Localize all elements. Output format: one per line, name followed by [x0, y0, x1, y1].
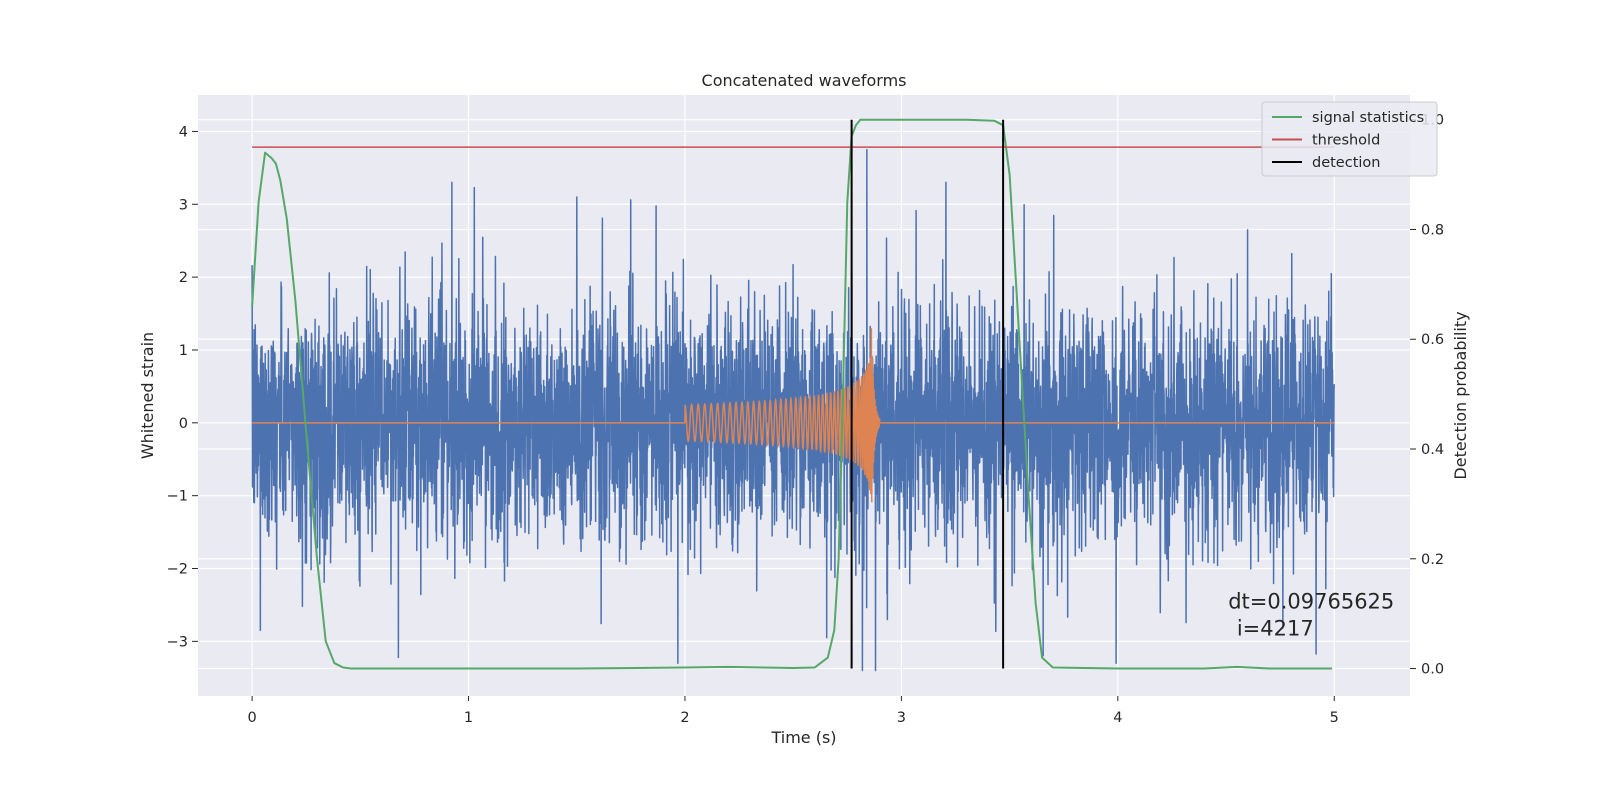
x-tick-label: 4	[1113, 710, 1122, 726]
legend-label: threshold	[1312, 133, 1380, 149]
y-tick-label-left: 4	[179, 124, 188, 140]
y-axis-label-right: Detection probability	[1451, 311, 1470, 479]
annotation-dt: dt=0.09765625	[1228, 590, 1394, 614]
legend: signal statistics threshold detection	[1261, 101, 1438, 177]
y-tick-label-left: −1	[167, 489, 188, 505]
x-tick-label: 3	[897, 710, 906, 726]
legend-label: detection	[1312, 155, 1380, 171]
x-tick-label: 2	[680, 710, 689, 726]
y-tick-label-left: 2	[179, 270, 188, 286]
x-axis-label: Time (s)	[770, 728, 836, 747]
x-tick-label: 1	[464, 710, 473, 726]
y-tick-label-left: −2	[167, 562, 188, 578]
y-tick-label-right: 0.0	[1421, 662, 1444, 678]
series-strain	[251, 148, 1335, 672]
y-tick-label-left: 0	[179, 416, 188, 432]
legend-box	[1261, 101, 1438, 177]
series-injected-waveform	[252, 328, 1335, 503]
y-tick-label-right: 0.8	[1421, 222, 1444, 238]
y-tick-label-right: 0.4	[1421, 442, 1444, 458]
series-layer	[251, 118, 1335, 672]
y-tick-label-left: −3	[167, 634, 188, 650]
y-tick-label-left: 3	[179, 197, 188, 213]
x-tick-label: 0	[247, 710, 256, 726]
x-tick-label: 5	[1330, 710, 1339, 726]
legend-label: signal statistics	[1312, 110, 1424, 126]
series-signal-statistics	[251, 118, 1333, 670]
chart-title: Concatenated waveforms	[702, 71, 907, 90]
y-tick-label-right: 0.6	[1421, 332, 1444, 348]
y-axis-label-left: Whitened strain	[138, 332, 157, 459]
annotation-index: i=4217	[1237, 617, 1314, 641]
y-tick-label-left: 1	[179, 343, 188, 359]
y-tick-label-right: 0.2	[1421, 552, 1444, 568]
